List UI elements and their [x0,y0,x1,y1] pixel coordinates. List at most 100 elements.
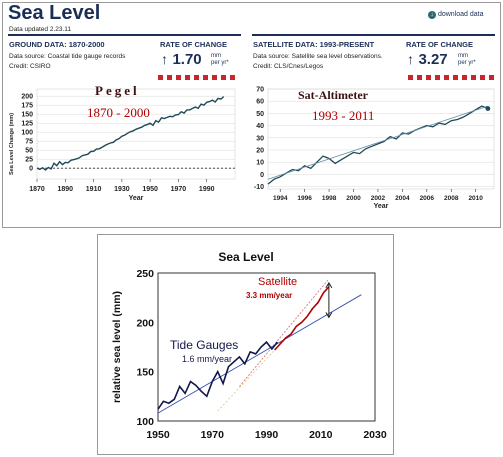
satellite-y-tick: 40 [256,123,264,130]
satellite-x-tick: 2010 [468,195,483,202]
download-icon: ↓ [428,11,436,19]
satellite-credit: Credit: CLS/Cnes/Legos [253,63,324,70]
satellite-y-tick: 70 [256,87,264,94]
combined-faint-trend [217,346,278,412]
satellite-rate-dash [435,75,440,80]
combined-chart: Sea Level 100 150 200 250 1950 1970 1990 2010 203… [111,250,387,441]
satellite-rate-heading: RATE OF CHANGE [406,40,473,49]
ground-rate-dash [212,75,217,80]
combined-x-tick: 1970 [201,429,225,441]
satellite-x-tick: 2008 [444,195,459,202]
satellite-last-point [485,106,491,111]
ground-series-line [36,96,225,171]
satellite-y-tick: 10 [256,160,264,167]
combined-y-label: relative sea level (mm) [111,291,123,403]
ground-header-rule [8,34,241,36]
ground-rate: ↑ 1.70 [161,51,202,69]
ground-rate-dash [185,75,190,80]
satellite-rate-dash [417,75,422,80]
ground-rate-dash [167,75,172,80]
tide-gauges-rate-label: 1.6 mm/year [182,354,232,364]
satellite-x-tick: 2004 [395,195,410,202]
satellite-trend-line [267,105,489,180]
combined-title: Sea Level [218,250,273,264]
ground-x-tick: 1950 [142,186,158,193]
up-arrow-icon: ↑ [161,51,168,67]
satellite-rate-dash [480,75,485,80]
combined-x-tick: 1950 [146,429,170,441]
ground-y-label: Sea Level Change (mm) [9,113,15,175]
satellite-annotation-name: Sat-Altimeter [298,88,369,102]
satellite-x-tick: 1998 [322,195,337,202]
ground-rate-dash [176,75,181,80]
up-arrow-icon: ↑ [407,51,414,67]
ground-rate-unit-per-yr: per yr* [211,60,229,66]
ground-x-tick: 1990 [199,186,215,193]
satellite-x-tick: 1994 [273,195,288,202]
ground-x-tick: 1910 [86,186,102,193]
satellite-source: Data source: Satellite sea level observa… [253,53,383,60]
ground-rate-unit-mm: mm [211,53,221,59]
satellite-plot-area [267,88,495,190]
combined-chart-panel: Sea Level 100 150 200 250 1950 1970 1990 2010 203… [97,234,394,455]
ground-y-tick: 125 [21,121,33,128]
satellite-y-tick: 60 [256,99,264,106]
ground-chart: 0 25 50 75 100 125 150 175 200 1870 1890 1910 1930 19… [9,75,236,202]
ground-x-label: Year [129,195,144,202]
satellite-y-tick: 30 [256,135,264,142]
ground-y-tick: 75 [25,139,33,146]
satellite-y-tick: -10 [254,184,264,191]
tide-gauges-line [157,340,279,410]
ground-rate-heading: RATE OF CHANGE [160,40,227,49]
ground-y-tick: 0 [29,166,33,173]
satellite-header-rule [252,34,495,36]
updated-date: Data updated 2.23.11 [9,26,72,33]
satellite-y-tick: 0 [260,172,264,179]
combined-y-tick: 150 [136,367,154,379]
ground-x-tick: 1970 [171,186,187,193]
satellite-x-tick: 2000 [346,195,361,202]
satellite-rate-dash [426,75,431,80]
ground-source: Data source: Coastal tide gauge records [9,53,126,60]
satellite-x-label: Year [374,203,389,210]
combined-y-tick: 100 [136,416,154,428]
ground-x-tick: 1890 [57,186,73,193]
satellite-chart: -10 0 10 20 30 40 50 60 70 1994 1996 1998 2000 2002 20… [254,75,495,210]
ground-credit: Credit: CSIRO [9,63,51,70]
ground-rate-dash [194,75,199,80]
ground-y-tick: 200 [21,94,33,101]
satellite-rate-dash [408,75,413,80]
satellite-rate-value: 3.27 [418,51,448,68]
ground-y-tick: 175 [21,103,33,110]
download-data-link[interactable]: ↓ download data [428,11,484,19]
satellite-rate-dash [453,75,458,80]
ground-plot-area [36,88,236,180]
satellite-rate-unit-per-yr: per yr* [458,60,476,66]
ground-x-tick: 1870 [29,186,45,193]
combined-x-tick: 2030 [363,429,387,441]
combined-y-tick: 200 [136,317,154,329]
satellite-series-line [267,105,489,185]
ground-annotation-years: 1870 - 2000 [87,105,150,120]
combined-x-tick: 1990 [255,429,279,441]
satellite-x-tick: 2006 [420,195,435,202]
ground-y-tick: 25 [25,157,33,164]
ground-rate-dash [158,75,163,80]
sea-level-infographic: Sea Level Data updated 2.23.11 ↓ downloa… [2,2,501,228]
satellite-rate-unit-mm: mm [458,53,468,59]
ground-rate-value: 1.70 [172,51,202,68]
ground-rate-dash [230,75,235,80]
combined-x-tick: 2010 [309,429,333,441]
satellite-annotation-years: 1993 - 2011 [312,108,374,123]
ground-x-tick: 1930 [114,186,130,193]
satellite-line [274,286,330,351]
ground-y-tick: 50 [25,148,33,155]
satellite-rate-dash [489,75,494,80]
ground-rate-dash [203,75,208,80]
satellite-rate-dash [444,75,449,80]
arrow-head-down [325,312,333,319]
combined-y-tick: 250 [136,268,154,280]
ground-annotation-name: Pegel [95,83,140,98]
combined-plot-area [157,272,376,422]
satellite-label: Satellite [258,276,297,288]
